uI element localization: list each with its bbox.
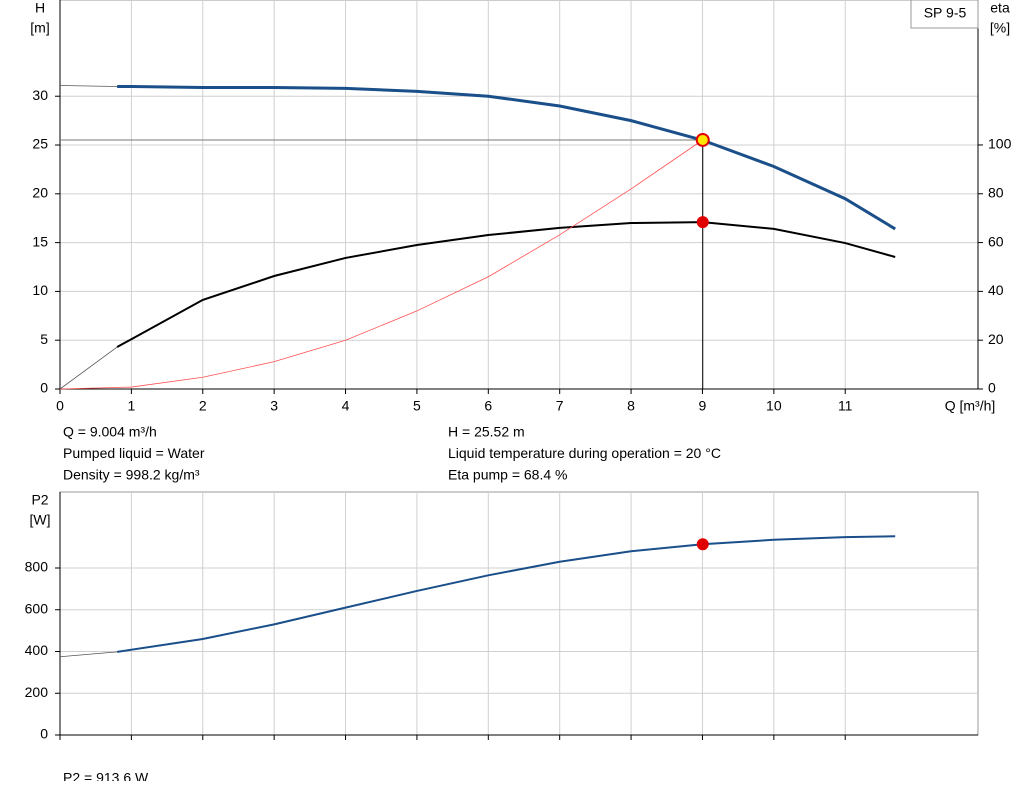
- y2-tick-label: 20: [988, 331, 1004, 347]
- series-line: [117, 84, 896, 231]
- info-text: Eta pump = 68.4 %: [448, 467, 567, 483]
- title-box: [910, 0, 979, 29]
- info-text: Q = 9.004 m³/h: [63, 424, 157, 440]
- y-tick-label: 10: [32, 282, 48, 298]
- x-tick-label: 5: [413, 398, 421, 414]
- info-text: P2 = 913.6 W: [63, 770, 149, 781]
- y2-tick-label: 80: [988, 184, 1004, 200]
- x-tick-label: 7: [556, 398, 564, 414]
- y-tick-label: 15: [32, 233, 48, 249]
- info-text: H = 25.52 m: [448, 424, 525, 440]
- x-tick-label: 1: [127, 398, 135, 414]
- operating-point: [695, 132, 710, 147]
- y2-tick-label: 60: [988, 233, 1004, 249]
- y-tick-label: 25: [32, 136, 48, 152]
- info-text: Liquid temperature during operation = 20…: [448, 445, 721, 461]
- x-tick-label: 4: [342, 398, 350, 414]
- y-label: P2: [31, 492, 48, 508]
- y2-label: eta: [990, 0, 1010, 16]
- chart-title: SP 9-5: [924, 5, 967, 21]
- x-tick-label: 6: [484, 398, 492, 414]
- y-tick-label: 600: [25, 600, 49, 616]
- series-line: [59, 651, 118, 658]
- y-tick-label: 800: [25, 559, 49, 575]
- y2-unit: [%]: [990, 20, 1010, 36]
- x-tick-label: 2: [199, 398, 207, 414]
- y-tick-label: 400: [25, 642, 49, 658]
- x-tick-label: 10: [766, 398, 782, 414]
- operating-point-eta: [696, 216, 709, 229]
- y2-tick-label: 0: [988, 380, 996, 396]
- y2-tick-label: 100: [988, 136, 1012, 152]
- y-unit: [m]: [30, 20, 49, 36]
- series-line: [59, 85, 118, 87]
- series-line: [116, 535, 896, 653]
- info-text: Density = 998.2 kg/m³: [63, 467, 200, 483]
- plot-area: [59, 0, 979, 390]
- y-tick-label: 30: [32, 87, 48, 103]
- x-tick-label: 3: [270, 398, 278, 414]
- plot-area: [59, 491, 979, 736]
- series-line: [116, 221, 896, 348]
- x-tick-label: 0: [56, 398, 64, 414]
- x-tick-label: 11: [838, 398, 853, 414]
- y-label: H: [35, 0, 45, 16]
- info-text: Pumped liquid = Water: [63, 445, 205, 461]
- y2-tick-label: 40: [988, 282, 1004, 298]
- x-tick-label: 9: [699, 398, 707, 414]
- operating-point: [696, 538, 709, 551]
- y-unit: [W]: [30, 512, 51, 528]
- series-line: [59, 139, 703, 390]
- x-label: Q [m³/h]: [945, 398, 996, 414]
- y-tick-label: 200: [25, 684, 49, 700]
- y-tick-label: 20: [32, 185, 48, 201]
- x-tick-label: 8: [627, 398, 635, 414]
- series-line: [59, 346, 118, 390]
- y-tick-label: 0: [40, 726, 48, 742]
- y-tick-label: 5: [40, 331, 48, 347]
- y-tick-label: 0: [40, 380, 48, 396]
